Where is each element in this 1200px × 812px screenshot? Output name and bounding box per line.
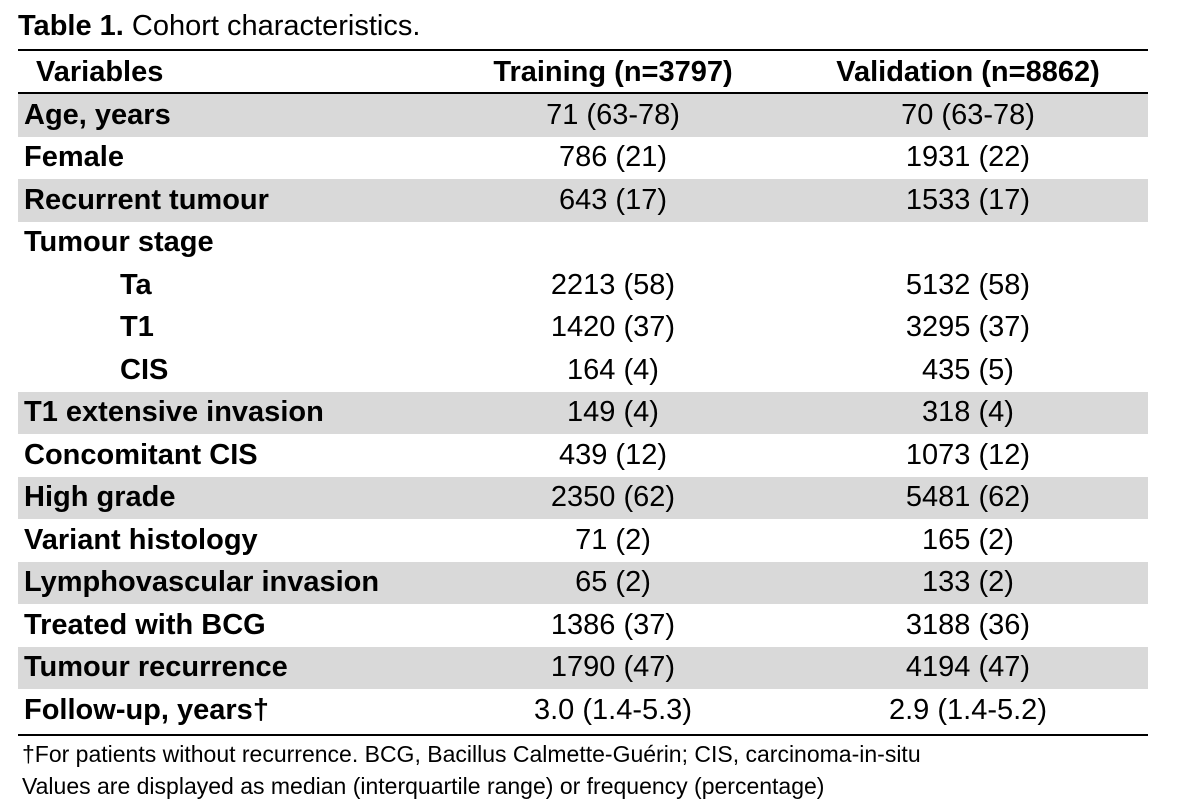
- row-training-value: 71 (63-78): [438, 93, 788, 137]
- table-row: Tumour stage: [18, 222, 1148, 265]
- row-training-value: 3.0 (1.4-5.3): [534, 693, 692, 726]
- row-validation-value: 1931 (22): [905, 141, 1031, 174]
- row-training-value: 643 (17): [438, 179, 788, 222]
- row-training-value: 149 (4): [438, 391, 788, 434]
- row-variable: T1 extensive invasion: [18, 391, 438, 434]
- row-training-value: 65 (2): [438, 561, 788, 604]
- row-training-value: 164 (4): [567, 353, 659, 386]
- table-row: Ta 2213 (58) 5132 (58): [18, 264, 1148, 307]
- table-row: Tumour recurrence 1790 (47) 4194 (47): [18, 646, 1148, 689]
- row-validation-value: 1533 (17): [788, 179, 1148, 222]
- row-validation-value: 2.9 (1.4-5.2): [889, 693, 1047, 726]
- row-variable: T1: [120, 311, 154, 344]
- table-caption: Table 1. Cohort characteristics.: [18, 6, 420, 46]
- footnote-abbreviations: †For patients without recurrence. BCG, B…: [22, 741, 921, 767]
- header-row: Variables Training (n=3797) Validation (…: [18, 52, 1148, 94]
- row-validation-value: 5481 (62): [788, 476, 1148, 519]
- cohort-table: Variables Training (n=3797) Validation (…: [18, 52, 1148, 732]
- row-validation-value: [788, 222, 1148, 265]
- row-validation-value: 70 (63-78): [788, 93, 1148, 137]
- table-row: Female 786 (21) 1931 (22): [18, 137, 1148, 180]
- row-validation-value: 3295 (37): [905, 311, 1031, 344]
- footnote-values: Values are displayed as median (interqua…: [22, 773, 825, 799]
- caption-text: Cohort characteristics.: [123, 10, 421, 42]
- row-validation-value: 133 (2): [788, 561, 1148, 604]
- row-variable: Lymphovascular invasion: [18, 561, 438, 604]
- row-validation-value: 318 (4): [788, 391, 1148, 434]
- row-validation-value: 4194 (47): [788, 646, 1148, 689]
- row-variable: Tumour recurrence: [18, 646, 438, 689]
- row-training-value: 1790 (47): [438, 646, 788, 689]
- header-validation: Validation (n=8862): [788, 52, 1148, 94]
- row-validation-value: 5132 (58): [905, 268, 1031, 301]
- row-training-value: 1420 (37): [550, 311, 676, 344]
- row-training-value: 2213 (58): [550, 268, 676, 301]
- row-variable: CIS: [120, 353, 169, 386]
- row-variable: Age, years: [18, 93, 438, 137]
- row-variable: Variant histology: [24, 523, 258, 556]
- row-variable: Treated with BCG: [24, 608, 266, 641]
- row-training-value: 2350 (62): [438, 476, 788, 519]
- header-training: Training (n=3797): [438, 52, 788, 94]
- table-row: T1 1420 (37) 3295 (37): [18, 307, 1148, 350]
- top-rule: [18, 49, 1148, 51]
- row-variable: Concomitant CIS: [24, 438, 258, 471]
- table-row: CIS 164 (4) 435 (5): [18, 349, 1148, 392]
- row-training-value: 439 (12): [558, 438, 667, 471]
- table-row: Treated with BCG 1386 (37) 3188 (36): [18, 604, 1148, 647]
- row-variable: High grade: [18, 476, 438, 519]
- table-row: Follow-up, years† 3.0 (1.4-5.3) 2.9 (1.4…: [18, 689, 1148, 732]
- table-row: Lymphovascular invasion 65 (2) 133 (2): [18, 561, 1148, 604]
- table-row: Variant histology 71 (2) 165 (2): [18, 519, 1148, 562]
- row-variable: Recurrent tumour: [18, 179, 438, 222]
- row-variable: Follow-up, years†: [24, 693, 269, 726]
- row-training-value: 1386 (37): [550, 608, 676, 641]
- bottom-rule: [18, 734, 1148, 736]
- header-variables: Variables: [18, 52, 438, 94]
- row-variable: Tumour stage: [24, 226, 214, 259]
- row-validation-value: 435 (5): [922, 353, 1014, 386]
- table-row: Concomitant CIS 439 (12) 1073 (12): [18, 434, 1148, 477]
- table-row: High grade 2350 (62) 5481 (62): [18, 476, 1148, 519]
- table-row: Age, years 71 (63-78) 70 (63-78): [18, 93, 1148, 137]
- row-training-value: [438, 222, 788, 265]
- row-validation-value: 1073 (12): [905, 438, 1031, 471]
- row-variable: Ta: [120, 268, 152, 301]
- table-row: Recurrent tumour 643 (17) 1533 (17): [18, 179, 1148, 222]
- table-row: T1 extensive invasion 149 (4) 318 (4): [18, 391, 1148, 434]
- row-validation-value: 165 (2): [922, 523, 1014, 556]
- row-training-value: 786 (21): [558, 141, 667, 174]
- row-training-value: 71 (2): [575, 523, 651, 556]
- row-validation-value: 3188 (36): [905, 608, 1031, 641]
- caption-label: Table 1.: [18, 10, 124, 42]
- row-variable: Female: [24, 141, 124, 174]
